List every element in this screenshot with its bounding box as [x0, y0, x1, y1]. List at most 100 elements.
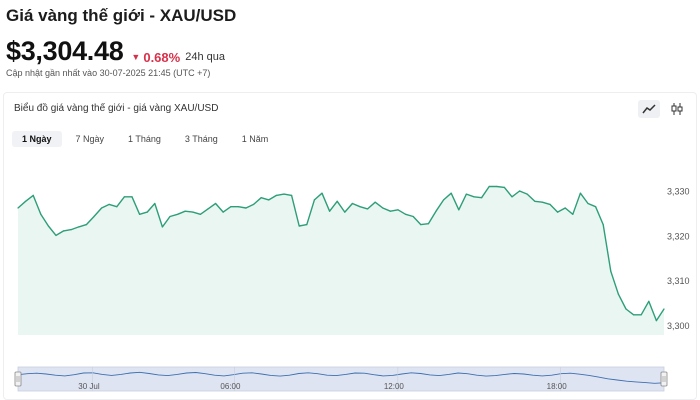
data-point [473, 196, 475, 198]
data-point [123, 196, 125, 198]
line-chart-icon [642, 104, 656, 114]
tab-1-year[interactable]: 1 Năm [241, 134, 269, 144]
data-point [146, 211, 148, 213]
data-point [313, 199, 315, 201]
price-change: ▼ 0.68% [131, 50, 180, 65]
data-point [245, 207, 247, 209]
data-point [443, 199, 445, 201]
data-point [222, 211, 224, 213]
data-point [435, 210, 437, 212]
data-point [633, 314, 635, 316]
line-chart-button[interactable] [638, 100, 660, 118]
y-tick-label: 3,330 [667, 186, 690, 196]
data-point [549, 203, 551, 205]
change-percent: 0.68% [143, 49, 181, 65]
data-point [587, 202, 589, 205]
tab-7-days[interactable]: 7 Ngày [75, 134, 105, 144]
data-point [526, 193, 528, 195]
data-point [101, 207, 103, 209]
data-point [519, 190, 521, 192]
tab-1-day[interactable]: 1 Ngày [12, 131, 62, 147]
data-point [374, 201, 376, 203]
navigator-handle-left[interactable] [14, 371, 22, 387]
data-point [389, 210, 391, 212]
data-point [298, 225, 300, 227]
price-area [18, 186, 664, 335]
data-point [420, 224, 422, 226]
data-point [648, 300, 650, 302]
data-point [17, 207, 19, 209]
data-point [427, 223, 429, 225]
data-point [268, 199, 270, 201]
data-point [465, 193, 467, 195]
tab-1-month[interactable]: 1 Tháng [128, 134, 161, 144]
data-point [405, 213, 407, 215]
data-point [169, 215, 171, 218]
tab-3-months[interactable]: 3 Tháng [184, 134, 218, 144]
data-point [63, 230, 65, 232]
last-updated: Cập nhật gần nhất vào 30-07-2025 21:45 (… [6, 68, 211, 78]
data-point [351, 202, 353, 205]
data-point [359, 206, 361, 208]
y-tick-label: 3,320 [667, 231, 690, 241]
data-point [78, 226, 80, 228]
candlestick-button[interactable] [666, 100, 688, 118]
data-point [602, 224, 604, 226]
data-point [541, 201, 544, 203]
data-point [625, 308, 627, 310]
navigator-label: 18:00 [547, 382, 568, 391]
data-point [344, 211, 346, 213]
y-tick-label: 3,300 [667, 321, 690, 331]
caret-down-icon: ▼ [131, 52, 141, 62]
data-point [397, 209, 399, 211]
data-point [663, 308, 665, 310]
data-point [458, 209, 460, 211]
data-point [579, 192, 582, 194]
data-point [412, 215, 414, 218]
data-point [108, 203, 110, 205]
data-point [488, 185, 490, 188]
data-point [557, 211, 559, 213]
data-point [199, 213, 201, 215]
data-point [534, 200, 536, 202]
data-point [207, 208, 209, 210]
data-point [595, 206, 597, 208]
change-period: 24h qua [185, 51, 225, 63]
data-point [116, 206, 118, 208]
data-point [367, 208, 369, 210]
data-point [655, 320, 658, 322]
price-row: $3,304.48 ▼ 0.68% 24h qua [6, 36, 225, 67]
y-tick-label: 3,310 [667, 276, 690, 286]
page-title: Giá vàng thế giới - XAU/USD [6, 6, 237, 25]
data-point [450, 192, 452, 194]
candlestick-icon [671, 103, 683, 115]
data-point [564, 207, 566, 209]
navigator-handle-right[interactable] [660, 371, 668, 387]
data-point [260, 197, 262, 199]
data-point [503, 186, 505, 188]
data-point [154, 202, 156, 205]
chart-type-toggle [638, 100, 688, 118]
data-point [382, 207, 384, 209]
data-point [215, 202, 217, 205]
data-point [253, 203, 255, 205]
navigator-label: 30 Jul [78, 382, 100, 391]
data-point [617, 293, 620, 295]
data-point [640, 314, 642, 316]
data-point [306, 224, 308, 226]
data-point [177, 213, 179, 215]
data-point [275, 194, 277, 196]
data-point [139, 213, 141, 215]
data-point [511, 196, 513, 198]
data-point [496, 185, 498, 188]
data-point [85, 224, 87, 226]
current-price: $3,304.48 [6, 36, 124, 66]
data-point [32, 194, 34, 196]
data-point [481, 197, 483, 199]
data-point [610, 270, 612, 272]
data-point [192, 211, 194, 213]
range-tabs: 1 Ngày 7 Ngày 1 Tháng 3 Tháng 1 Năm [12, 131, 278, 147]
chart-title: Biểu đồ giá vàng thế giới - giá vàng XAU… [14, 103, 219, 114]
data-point [336, 200, 338, 202]
